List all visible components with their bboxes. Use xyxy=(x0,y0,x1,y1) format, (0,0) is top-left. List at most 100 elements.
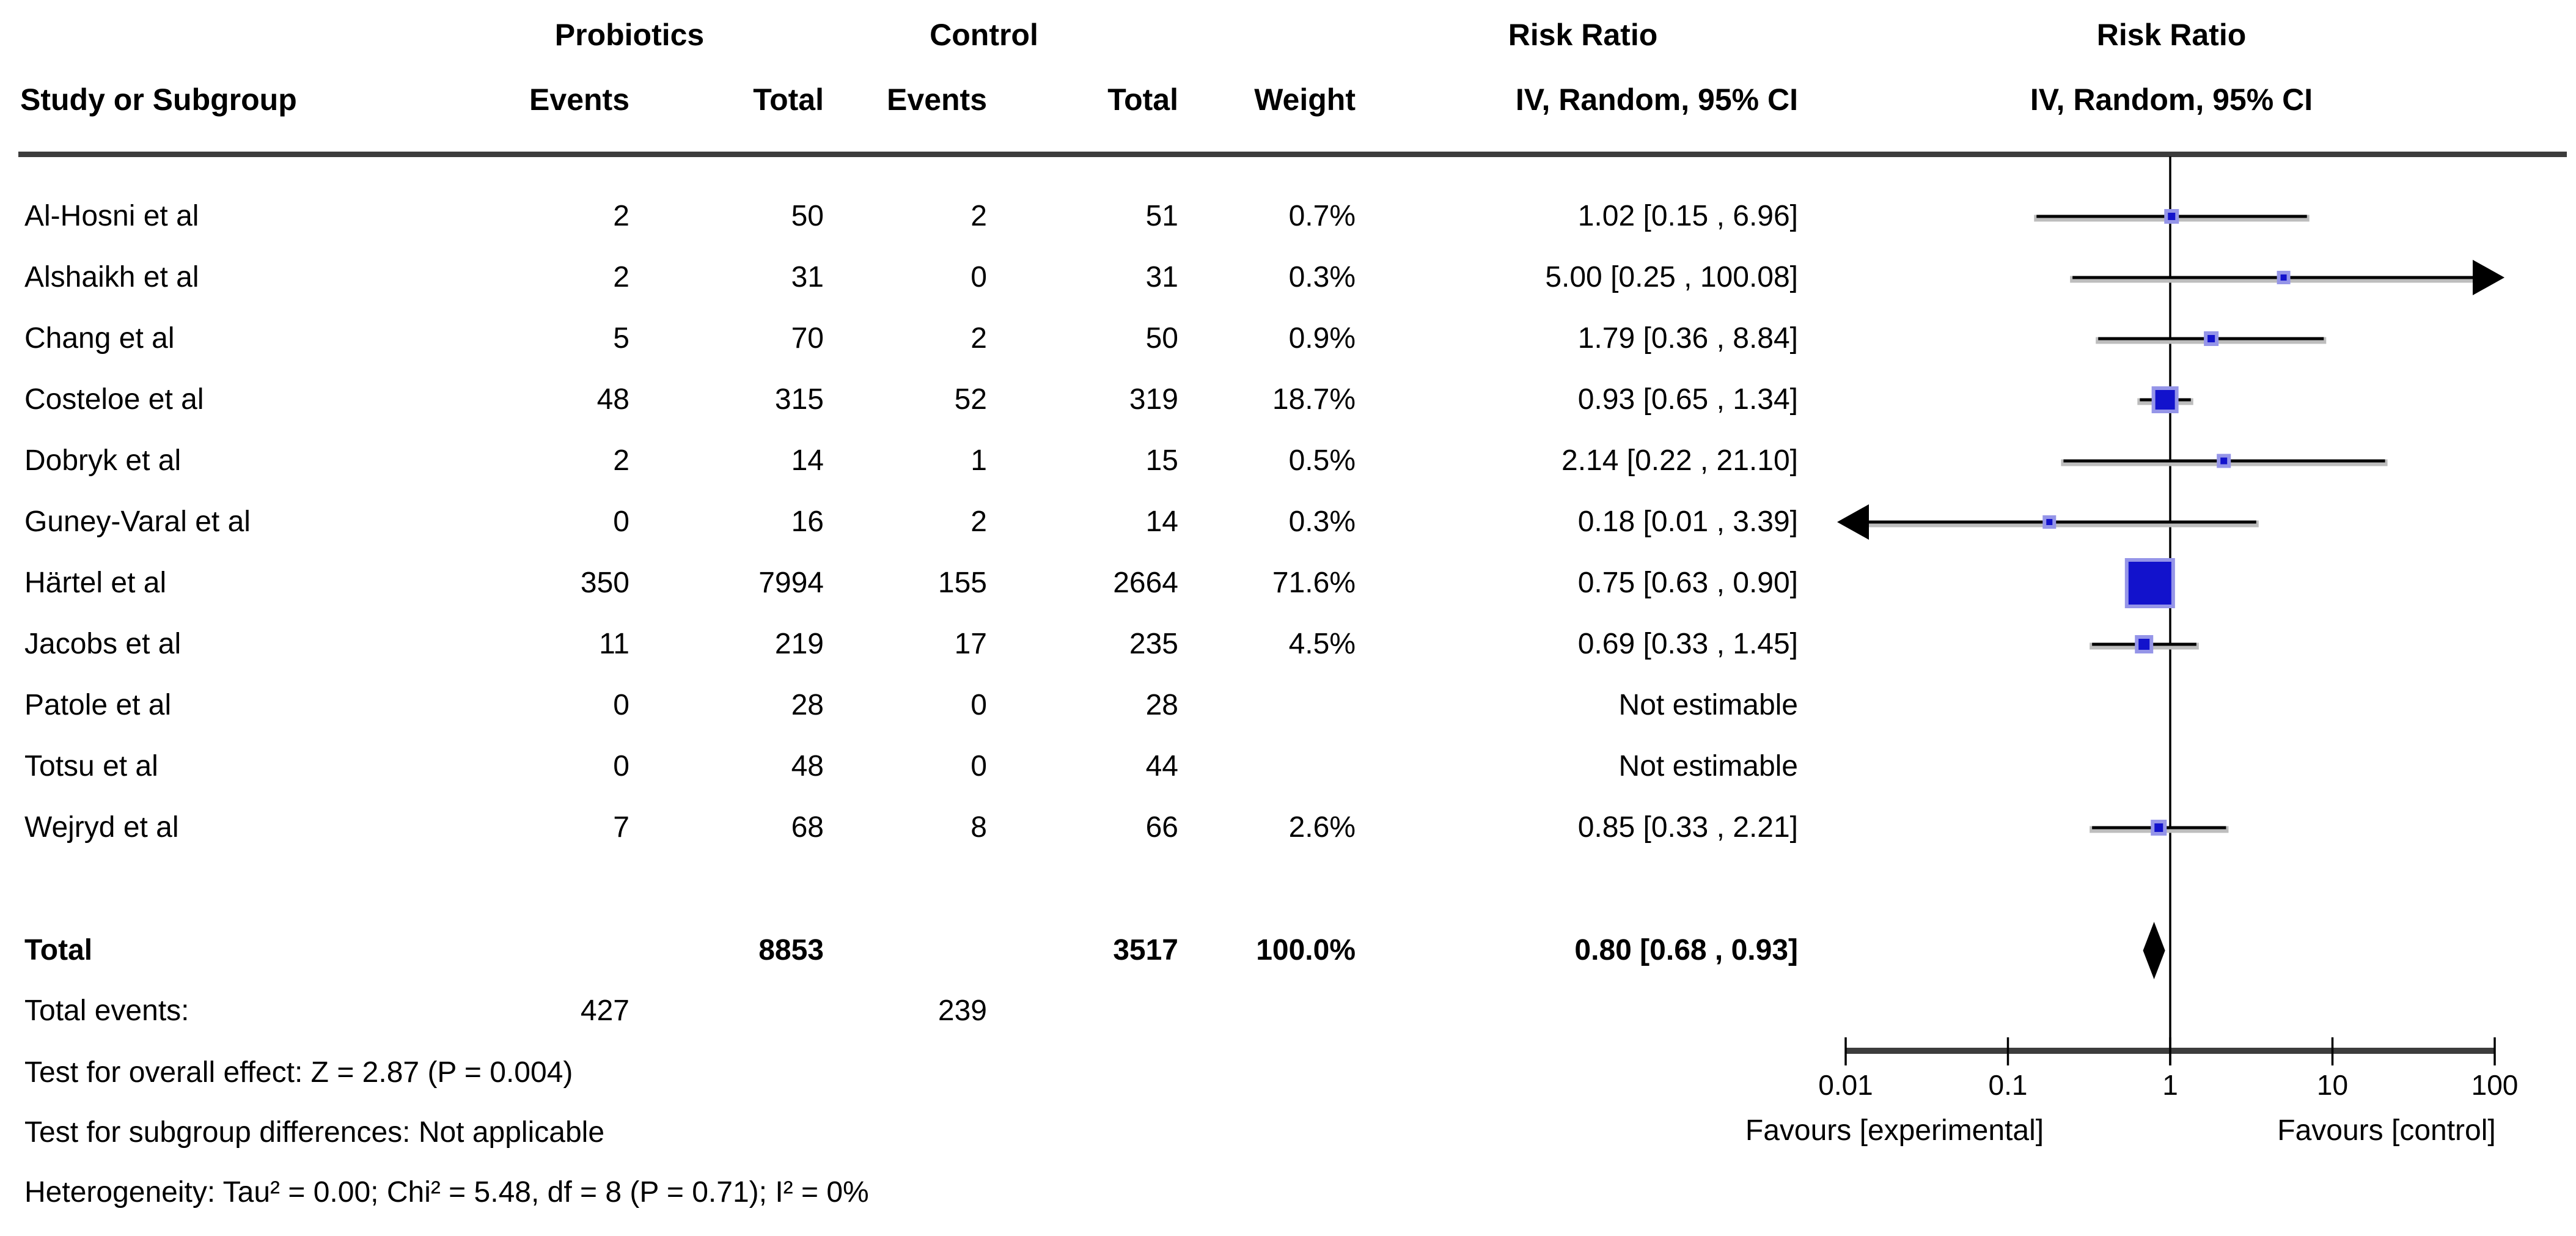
events-exp-header: Events xyxy=(529,83,629,117)
weight-value: 18.7% xyxy=(1272,383,1356,416)
total-experimental: 70 xyxy=(791,322,824,355)
weight-value: 0.3% xyxy=(1288,261,1356,293)
events-control: 0 xyxy=(971,261,987,293)
study-name: Chang et al xyxy=(24,322,175,355)
weight-header: Weight xyxy=(1254,83,1356,117)
study-name: Jacobs et al xyxy=(24,628,182,660)
total-experimental: 28 xyxy=(791,689,824,721)
weight-value: 71.6% xyxy=(1272,567,1356,599)
study-name: Guney-Varal et al xyxy=(24,506,251,538)
axis-tick-label-10: 10 xyxy=(2316,1069,2349,1101)
study-name: Totsu et al xyxy=(24,750,158,782)
total-exp-header: Total xyxy=(753,83,824,117)
heterogeneity-stats: Heterogeneity: Tau² = 0.00; Chi² = 5.48,… xyxy=(24,1176,869,1208)
total-control: 14 xyxy=(1145,506,1178,538)
axis-tick-label-0.01: 0.01 xyxy=(1818,1069,1873,1101)
events-ctrl-header: Events xyxy=(887,83,987,117)
risk-ratio-ci-text: 2.14 [0.22 , 21.10] xyxy=(1561,444,1798,477)
marker-h-rtel-et-al xyxy=(2124,558,2175,608)
risk-ratio-ci-text: 0.69 [0.33 , 1.45] xyxy=(1577,628,1798,660)
total-control: 51 xyxy=(1145,200,1178,232)
study-name: Patole et al xyxy=(24,689,172,721)
marker-jacobs-et-al xyxy=(2135,635,2154,653)
study-column-header: Study or Subgroup xyxy=(20,83,297,117)
marker-al-hosni-et-al xyxy=(2164,209,2179,224)
risk-ratio-ci-text: 5.00 [0.25 , 100.08] xyxy=(1545,261,1798,293)
marker-guney-varal-et-al xyxy=(2042,515,2057,529)
total-control: 50 xyxy=(1145,322,1178,355)
events-experimental: 0 xyxy=(613,750,629,782)
arrow-right-alshaikh-et-al xyxy=(2473,260,2504,295)
risk-ratio-ci-text: 0.75 [0.63 , 0.90] xyxy=(1577,567,1798,599)
events-control: 2 xyxy=(971,200,987,232)
weight-value: 2.6% xyxy=(1288,811,1356,844)
study-name: Wejryd et al xyxy=(24,811,179,844)
arrow-left-guney-varal-et-al xyxy=(1837,504,1869,540)
total-control: 15 xyxy=(1145,444,1178,477)
column-group-control: Control xyxy=(930,18,1038,52)
favours-control-label: Favours [control] xyxy=(2277,1114,2496,1147)
events-experimental: 5 xyxy=(613,322,629,355)
risk-ratio-ci-text: 0.18 [0.01 , 3.39] xyxy=(1577,506,1798,538)
column-group-experimental: Probiotics xyxy=(554,18,705,52)
risk-ratio-ci-text: 1.79 [0.36 , 8.84] xyxy=(1577,322,1798,355)
weight-value: 0.7% xyxy=(1288,200,1356,232)
overall-effect-test: Test for overall effect: Z = 2.87 (P = 0… xyxy=(24,1056,573,1089)
total-experimental: 315 xyxy=(774,383,824,416)
risk-ratio-header-left: Risk Ratio xyxy=(1508,18,1658,52)
weight-value: 0.3% xyxy=(1288,506,1356,538)
total-control: 235 xyxy=(1129,628,1178,660)
study-name: Härtel et al xyxy=(24,567,167,599)
marker-chang-et-al xyxy=(2204,331,2219,346)
total-row-label: Total xyxy=(24,934,93,966)
study-name: Al-Hosni et al xyxy=(24,200,199,232)
events-control: 2 xyxy=(971,506,987,538)
total-control: 2664 xyxy=(1113,567,1178,599)
total-experimental: 48 xyxy=(791,750,824,782)
header-divider xyxy=(18,152,2567,157)
axis-tick-label-0.1: 0.1 xyxy=(1988,1069,2028,1101)
total-control: 319 xyxy=(1129,383,1178,416)
total-diamond xyxy=(2143,922,2165,979)
total-ctrl-header: Total xyxy=(1107,83,1178,117)
total-experimental: 31 xyxy=(791,261,824,293)
total-experimental: 7994 xyxy=(758,567,824,599)
risk-ratio-ci-text: 0.93 [0.65 , 1.34] xyxy=(1577,383,1798,416)
risk-ratio-ci-text: 0.85 [0.33 , 2.21] xyxy=(1577,811,1798,844)
axis-tick-label-1: 1 xyxy=(2162,1069,2178,1101)
total-experimental: 16 xyxy=(791,506,824,538)
events-control: 0 xyxy=(971,750,987,782)
total-control: 31 xyxy=(1145,261,1178,293)
events-control: 1 xyxy=(971,444,987,477)
risk-ratio-header-right: Risk Ratio xyxy=(2096,18,2247,52)
events-experimental: 7 xyxy=(613,811,629,844)
marker-wejryd-et-al xyxy=(2151,820,2167,836)
events-experimental: 2 xyxy=(613,200,629,232)
risk-ratio-ci-text: Not estimable xyxy=(1618,689,1798,721)
favours-experimental-label: Favours [experimental] xyxy=(1745,1114,2044,1147)
events-experimental: 0 xyxy=(613,506,629,538)
events-control: 17 xyxy=(954,628,987,660)
total-risk-ratio-ci-text: 0.80 [0.68 , 0.93] xyxy=(1574,934,1798,966)
events-control: 2 xyxy=(971,322,987,355)
study-name: Dobryk et al xyxy=(24,444,182,477)
total-control: 44 xyxy=(1145,750,1178,782)
events-experimental: 2 xyxy=(613,444,629,477)
total-events-control: 239 xyxy=(938,995,987,1027)
study-name: Costeloe et al xyxy=(24,383,204,416)
events-control: 0 xyxy=(971,689,987,721)
total-experimental: 68 xyxy=(791,811,824,844)
subgroup-difference-test: Test for subgroup differences: Not appli… xyxy=(24,1116,605,1149)
events-control: 52 xyxy=(954,383,987,416)
total-weight: 100.0% xyxy=(1256,934,1356,966)
axis-tick-label-100: 100 xyxy=(2471,1069,2519,1101)
study-name: Alshaikh et al xyxy=(24,261,199,293)
events-control: 8 xyxy=(971,811,987,844)
total-control: 66 xyxy=(1145,811,1178,844)
events-experimental: 11 xyxy=(599,628,629,660)
total-experimental: 50 xyxy=(791,200,824,232)
method-header-right: IV, Random, 95% CI xyxy=(2030,83,2313,117)
events-control: 155 xyxy=(938,567,987,599)
